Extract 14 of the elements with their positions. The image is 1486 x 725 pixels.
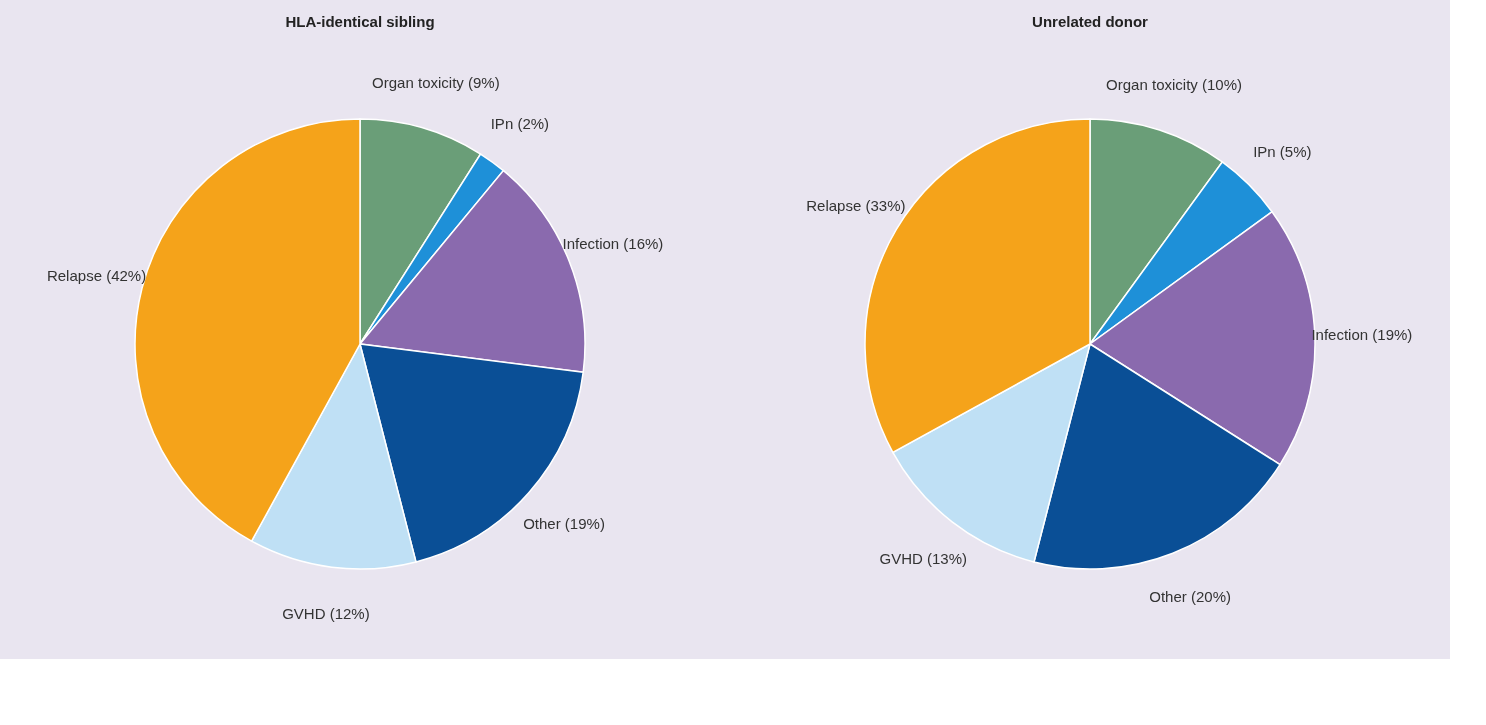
slice-label: Other (20%) [1149,587,1231,605]
slice-label: GVHD (13%) [879,549,968,567]
chart-title: HLA-identical sibling [285,13,435,30]
slice-label: IPn (2%) [490,114,550,132]
slice-label: Infection (19%) [1311,326,1413,344]
slice-label: Organ toxicity (9%) [372,73,500,91]
slice-label: Infection (16%) [562,234,664,252]
slice-label: GVHD (12%) [282,604,370,622]
chart-title: Unrelated donor [1032,13,1149,30]
slice-label: Organ toxicity (10%) [1106,76,1242,94]
slice-label: Other (19%) [523,514,605,532]
slice-label: Relapse (33%) [806,196,906,214]
slice-label: IPn (5%) [1253,142,1312,160]
slice-label: Relapse (42%) [46,267,147,285]
